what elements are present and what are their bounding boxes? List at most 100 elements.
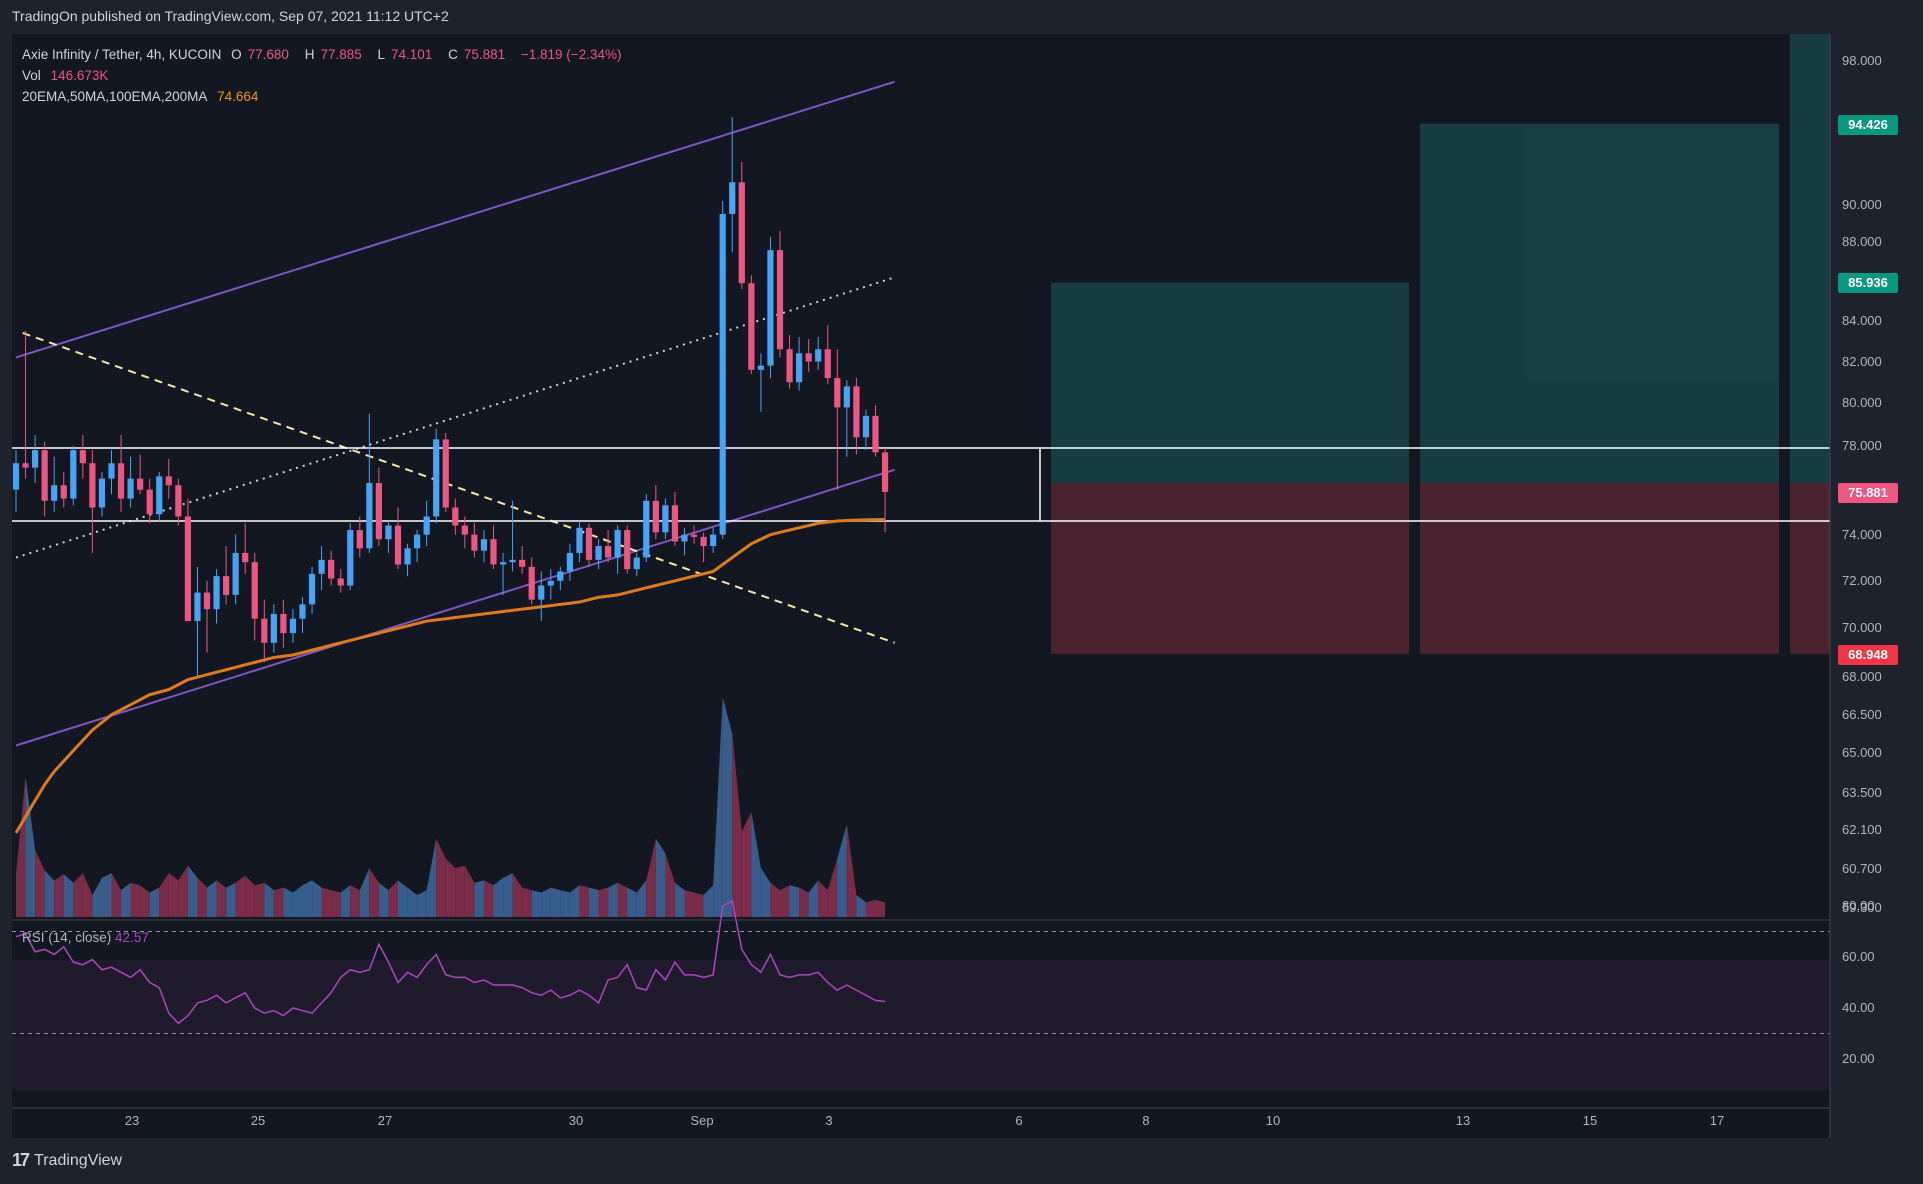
time-tick-label: 17 bbox=[1709, 1113, 1725, 1128]
volume-area bbox=[856, 895, 866, 917]
price-tick-label: 63.500 bbox=[1842, 784, 1882, 800]
volume-area bbox=[378, 882, 389, 917]
price-tick-label: 98.000 bbox=[1842, 53, 1882, 68]
stop-price-tag: 68.948 bbox=[1838, 645, 1898, 665]
time-tick-label: 6 bbox=[1015, 1113, 1023, 1128]
volume-area bbox=[130, 882, 141, 917]
volume-area bbox=[63, 874, 74, 917]
volume-area bbox=[302, 880, 313, 917]
price-tick-label: 68.000 bbox=[1842, 669, 1882, 685]
volume-area bbox=[837, 824, 847, 917]
candle-body bbox=[805, 353, 812, 362]
candle-body bbox=[32, 450, 39, 468]
price-tick-label: 59.300 bbox=[1842, 900, 1882, 915]
volume-area bbox=[474, 880, 484, 917]
volume-area bbox=[187, 865, 198, 917]
candle-body bbox=[538, 585, 545, 600]
volume-area bbox=[273, 887, 284, 917]
rsi-label[interactable]: RSI (14, close) bbox=[22, 930, 112, 945]
volume-area bbox=[722, 697, 733, 917]
candle-body bbox=[184, 516, 191, 622]
legend-volume: Vol 146.673K bbox=[22, 65, 627, 86]
candle-body bbox=[41, 450, 48, 501]
candle-body bbox=[299, 604, 306, 619]
rsi-band bbox=[12, 960, 1830, 1090]
candle-body bbox=[146, 489, 153, 515]
volume-area bbox=[292, 885, 303, 917]
volume-area bbox=[264, 882, 274, 917]
candle-body bbox=[194, 592, 201, 622]
target-zone bbox=[1420, 123, 1779, 484]
volume-area bbox=[569, 885, 580, 917]
price-tick-label: 84.000 bbox=[1842, 312, 1882, 328]
close-value: 75.881 bbox=[463, 47, 506, 62]
vol-label[interactable]: Vol bbox=[22, 68, 41, 83]
volume-area bbox=[875, 899, 886, 917]
candle-body bbox=[652, 500, 659, 533]
rsi-tick-label: 20.00 bbox=[1842, 1051, 1875, 1066]
candle-body bbox=[605, 546, 612, 558]
candle-body bbox=[337, 578, 344, 586]
volume-area bbox=[207, 880, 217, 917]
volume-area bbox=[321, 887, 332, 917]
price-tick-label: 80.000 bbox=[1842, 395, 1882, 411]
candle-body bbox=[98, 478, 106, 508]
candle-body bbox=[375, 483, 382, 540]
candle-body bbox=[328, 559, 335, 579]
volume-area bbox=[149, 887, 160, 917]
price-tick-label: 65.000 bbox=[1842, 745, 1882, 761]
time-tick-label: 15 bbox=[1582, 1113, 1598, 1128]
volume-area bbox=[82, 873, 93, 917]
volume-area bbox=[865, 899, 876, 917]
volume-area bbox=[436, 838, 446, 917]
volume-area bbox=[35, 849, 45, 917]
price-tick-label: 88.000 bbox=[1842, 234, 1882, 250]
candle-body bbox=[280, 613, 287, 634]
candle-body bbox=[576, 527, 583, 553]
volume-area bbox=[254, 882, 265, 917]
candle-body bbox=[853, 386, 860, 438]
volume-area bbox=[665, 853, 675, 917]
target-zone bbox=[1790, 34, 1830, 484]
volume-area bbox=[445, 858, 456, 917]
volume-area bbox=[789, 885, 800, 917]
candle-body bbox=[671, 505, 679, 542]
stop-zone bbox=[1051, 483, 1409, 654]
candle-body bbox=[108, 463, 115, 479]
volume-area bbox=[503, 873, 513, 917]
volume-area bbox=[694, 892, 704, 917]
candle-body bbox=[633, 557, 640, 570]
volume-area bbox=[483, 880, 494, 917]
target-zone bbox=[1051, 282, 1409, 484]
volume-area bbox=[522, 887, 532, 917]
candle-body bbox=[509, 559, 516, 563]
price-tick-label: 90.000 bbox=[1842, 196, 1882, 212]
vol-value: 146.673K bbox=[50, 68, 109, 83]
volume-area bbox=[550, 887, 561, 917]
candle-body bbox=[51, 485, 58, 501]
candle-body bbox=[719, 213, 726, 535]
candle-body bbox=[738, 182, 745, 284]
tradingview-footer[interactable]: 17 TradingView bbox=[12, 1150, 122, 1171]
time-tick-label: 13 bbox=[1455, 1113, 1471, 1128]
candle-body bbox=[585, 527, 593, 560]
symbol-label[interactable]: Axie Infinity / Tether, 4h, KUCOIN bbox=[22, 47, 222, 62]
brand-label: TradingView bbox=[34, 1151, 123, 1169]
candle-body bbox=[213, 576, 220, 610]
ma-label[interactable]: 20EMA,50MA,100EMA,200MA bbox=[22, 89, 208, 104]
volume-area bbox=[589, 887, 599, 917]
volume-area bbox=[598, 887, 609, 917]
volume-area bbox=[101, 873, 112, 917]
candle-body bbox=[22, 463, 29, 468]
volume-area bbox=[512, 873, 523, 917]
change-value: −1.819 (−2.34%) bbox=[520, 47, 622, 62]
volume-area bbox=[44, 870, 55, 917]
price-tick-label: 82.000 bbox=[1842, 353, 1882, 369]
candle-body bbox=[843, 386, 850, 408]
candle-body bbox=[757, 365, 764, 370]
candle-body bbox=[270, 613, 277, 643]
volume-area bbox=[235, 875, 246, 917]
volume-area bbox=[369, 868, 379, 917]
volume-area bbox=[493, 877, 504, 917]
